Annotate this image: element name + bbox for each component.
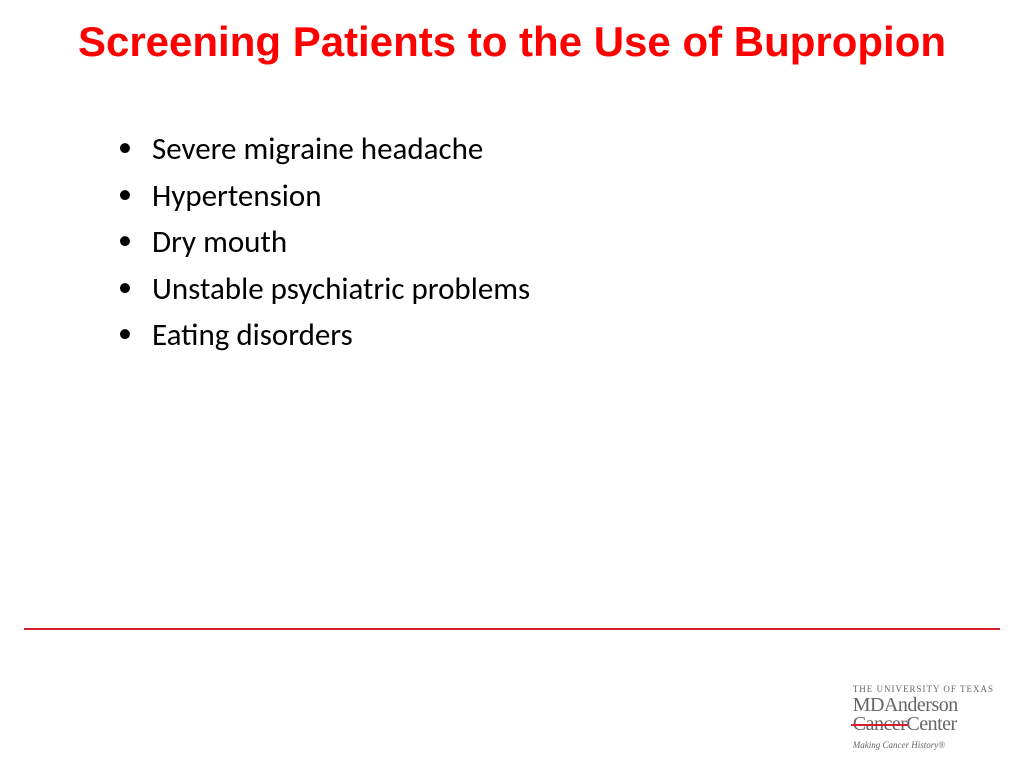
bullet-item: Severe migraine headache xyxy=(110,126,1024,173)
bullet-item: Eating disorders xyxy=(110,312,1024,359)
divider-line xyxy=(24,628,1000,630)
bullet-item: Dry mouth xyxy=(110,219,1024,266)
bullet-list: Severe migraine headache Hypertension Dr… xyxy=(110,126,1024,359)
slide-title: Screening Patients to the Use of Bupropi… xyxy=(0,0,1024,66)
logo-name-line2: CancerCenter xyxy=(853,715,994,734)
bullet-item: Hypertension xyxy=(110,173,1024,220)
slide: Screening Patients to the Use of Bupropi… xyxy=(0,0,1024,768)
logo-university: THE UNIVERSITY OF TEXAS xyxy=(853,684,994,694)
logo-tagline: Making Cancer History® xyxy=(853,740,994,750)
footer-logo: THE UNIVERSITY OF TEXAS MDAnderson Cance… xyxy=(853,684,994,750)
bullet-item: Unstable psychiatric problems xyxy=(110,266,1024,313)
